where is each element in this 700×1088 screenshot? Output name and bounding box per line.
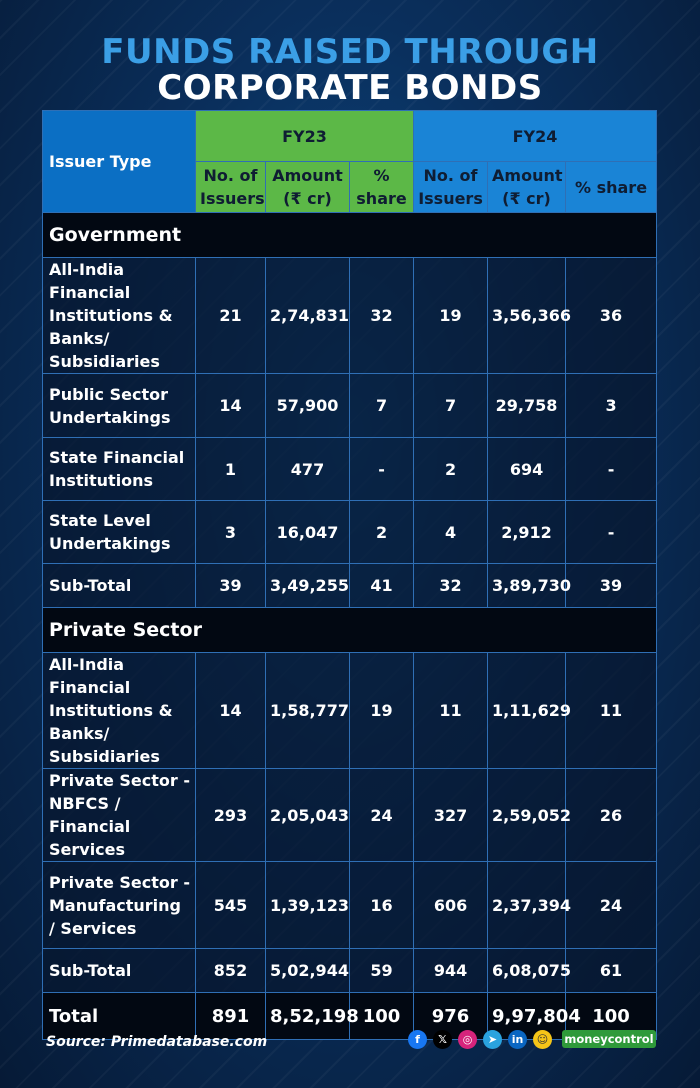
table-cell: 32 [348, 257, 415, 374]
table-cell: 1 [195, 437, 266, 501]
table-cell: 14 [195, 652, 266, 769]
table-cell: 24 [348, 768, 415, 862]
table-cell: 606 [413, 861, 489, 949]
row-label: State Level Undertakings [42, 500, 196, 564]
row-label: Sub-Total [42, 563, 196, 608]
column-header: Amount (₹ cr) [487, 161, 567, 213]
table-cell: 3,89,730 [487, 563, 571, 608]
table-cell: - [565, 437, 658, 501]
table-cell: - [348, 437, 415, 501]
table-cell: 477 [265, 437, 350, 501]
row-label: Sub-Total [42, 948, 196, 993]
fy23-header: FY23 [194, 110, 415, 162]
row-label: All-India Financial Institutions & Banks… [42, 652, 196, 769]
bonds-table: Issuer Type FY23 FY24 No. of Issuers Amo… [41, 110, 658, 1040]
row-label: Public Sector Undertakings [42, 373, 196, 438]
table-cell: 7 [348, 373, 415, 438]
table-cell: 2,74,831 [265, 257, 350, 374]
section-header-government: Government [41, 212, 658, 258]
table-cell: 39 [565, 563, 658, 608]
table-cell: 944 [413, 948, 489, 993]
snapchat-icon[interactable]: ☺ [533, 1030, 552, 1049]
table-cell: 19 [413, 257, 489, 374]
table-cell: 36 [565, 257, 658, 374]
column-header: No. of Issuers [413, 161, 489, 213]
table-cell: 2,912 [487, 500, 567, 564]
total-label: Total [42, 992, 196, 1040]
title-line-2: CORPORATE BONDS [157, 68, 543, 108]
total-cell: 100 [348, 992, 415, 1040]
total-cell: 976 [413, 992, 489, 1040]
table-cell: 293 [195, 768, 266, 862]
table-cell: 16 [348, 861, 415, 949]
table-cell: 11 [413, 652, 489, 769]
page-title: FUNDS RAISED THROUGH CORPORATE BONDS [0, 34, 700, 106]
total-cell: 891 [195, 992, 266, 1040]
x-icon[interactable]: 𝕏 [433, 1030, 452, 1049]
column-header: % share [565, 161, 658, 213]
social-icons: f 𝕏 ◎ ➤ in ☺ [408, 1030, 552, 1049]
table-cell: 6,08,075 [487, 948, 571, 993]
table-cell: 19 [348, 652, 415, 769]
table-cell: 2,59,052 [487, 768, 571, 862]
table-cell: 32 [413, 563, 489, 608]
table-cell: 21 [195, 257, 266, 374]
table-cell: 41 [348, 563, 415, 608]
table-cell: 3 [565, 373, 658, 438]
facebook-icon[interactable]: f [408, 1030, 427, 1049]
table-cell: 26 [565, 768, 658, 862]
table-cell: 2,05,043 [265, 768, 350, 862]
table-cell: 2,37,394 [487, 861, 571, 949]
total-cell: 9,97,804 [487, 992, 581, 1040]
table-cell: 61 [565, 948, 658, 993]
table-cell: 694 [487, 437, 567, 501]
table-cell: 59 [348, 948, 415, 993]
title-line-1: FUNDS RAISED THROUGH [101, 32, 599, 72]
row-label: State Financial Institutions [42, 437, 196, 501]
issuer-type-header: Issuer Type [42, 110, 196, 213]
table-cell: 3 [195, 500, 266, 564]
section-header-private-sector: Private Sector [41, 607, 658, 653]
table-cell: 29,758 [487, 373, 567, 438]
source-note: Source: Primedatabase.com [46, 1034, 268, 1050]
table-cell: 852 [195, 948, 266, 993]
table-cell: 3,49,255 [265, 563, 350, 608]
column-header: % share [348, 161, 415, 213]
table-cell: 14 [195, 373, 266, 438]
table-cell: 1,58,777 [265, 652, 350, 769]
table-cell: 7 [413, 373, 489, 438]
instagram-icon[interactable]: ◎ [458, 1030, 477, 1049]
row-label: All-India Financial Institutions & Banks… [42, 257, 196, 374]
telegram-icon[interactable]: ➤ [483, 1030, 502, 1049]
table-cell: 57,900 [265, 373, 350, 438]
row-label: Private Sector - Manufacturing / Service… [42, 861, 196, 949]
table-cell: 2 [348, 500, 415, 564]
table-cell: 545 [195, 861, 266, 949]
table-cell: 5,02,944 [265, 948, 350, 993]
row-label: Private Sector - NBFCS / Financial Servi… [42, 768, 196, 862]
table-cell: 39 [195, 563, 266, 608]
column-header: No. of Issuers [195, 161, 266, 213]
table-cell: 3,56,366 [487, 257, 571, 374]
table-cell: 24 [565, 861, 658, 949]
table-cell: 2 [413, 437, 489, 501]
table-cell: 4 [413, 500, 489, 564]
table-cell: 16,047 [265, 500, 350, 564]
fy24-header: FY24 [413, 110, 658, 162]
table-cell: 1,39,123 [265, 861, 350, 949]
column-header: Amount (₹ cr) [265, 161, 350, 213]
moneycontrol-logo: moneycontrol [562, 1030, 656, 1048]
table-cell: 11 [565, 652, 658, 769]
table-cell: - [565, 500, 658, 564]
linkedin-icon[interactable]: in [508, 1030, 527, 1049]
table-cell: 327 [413, 768, 489, 862]
table-cell: 1,11,629 [487, 652, 571, 769]
total-cell: 8,52,198 [265, 992, 359, 1040]
